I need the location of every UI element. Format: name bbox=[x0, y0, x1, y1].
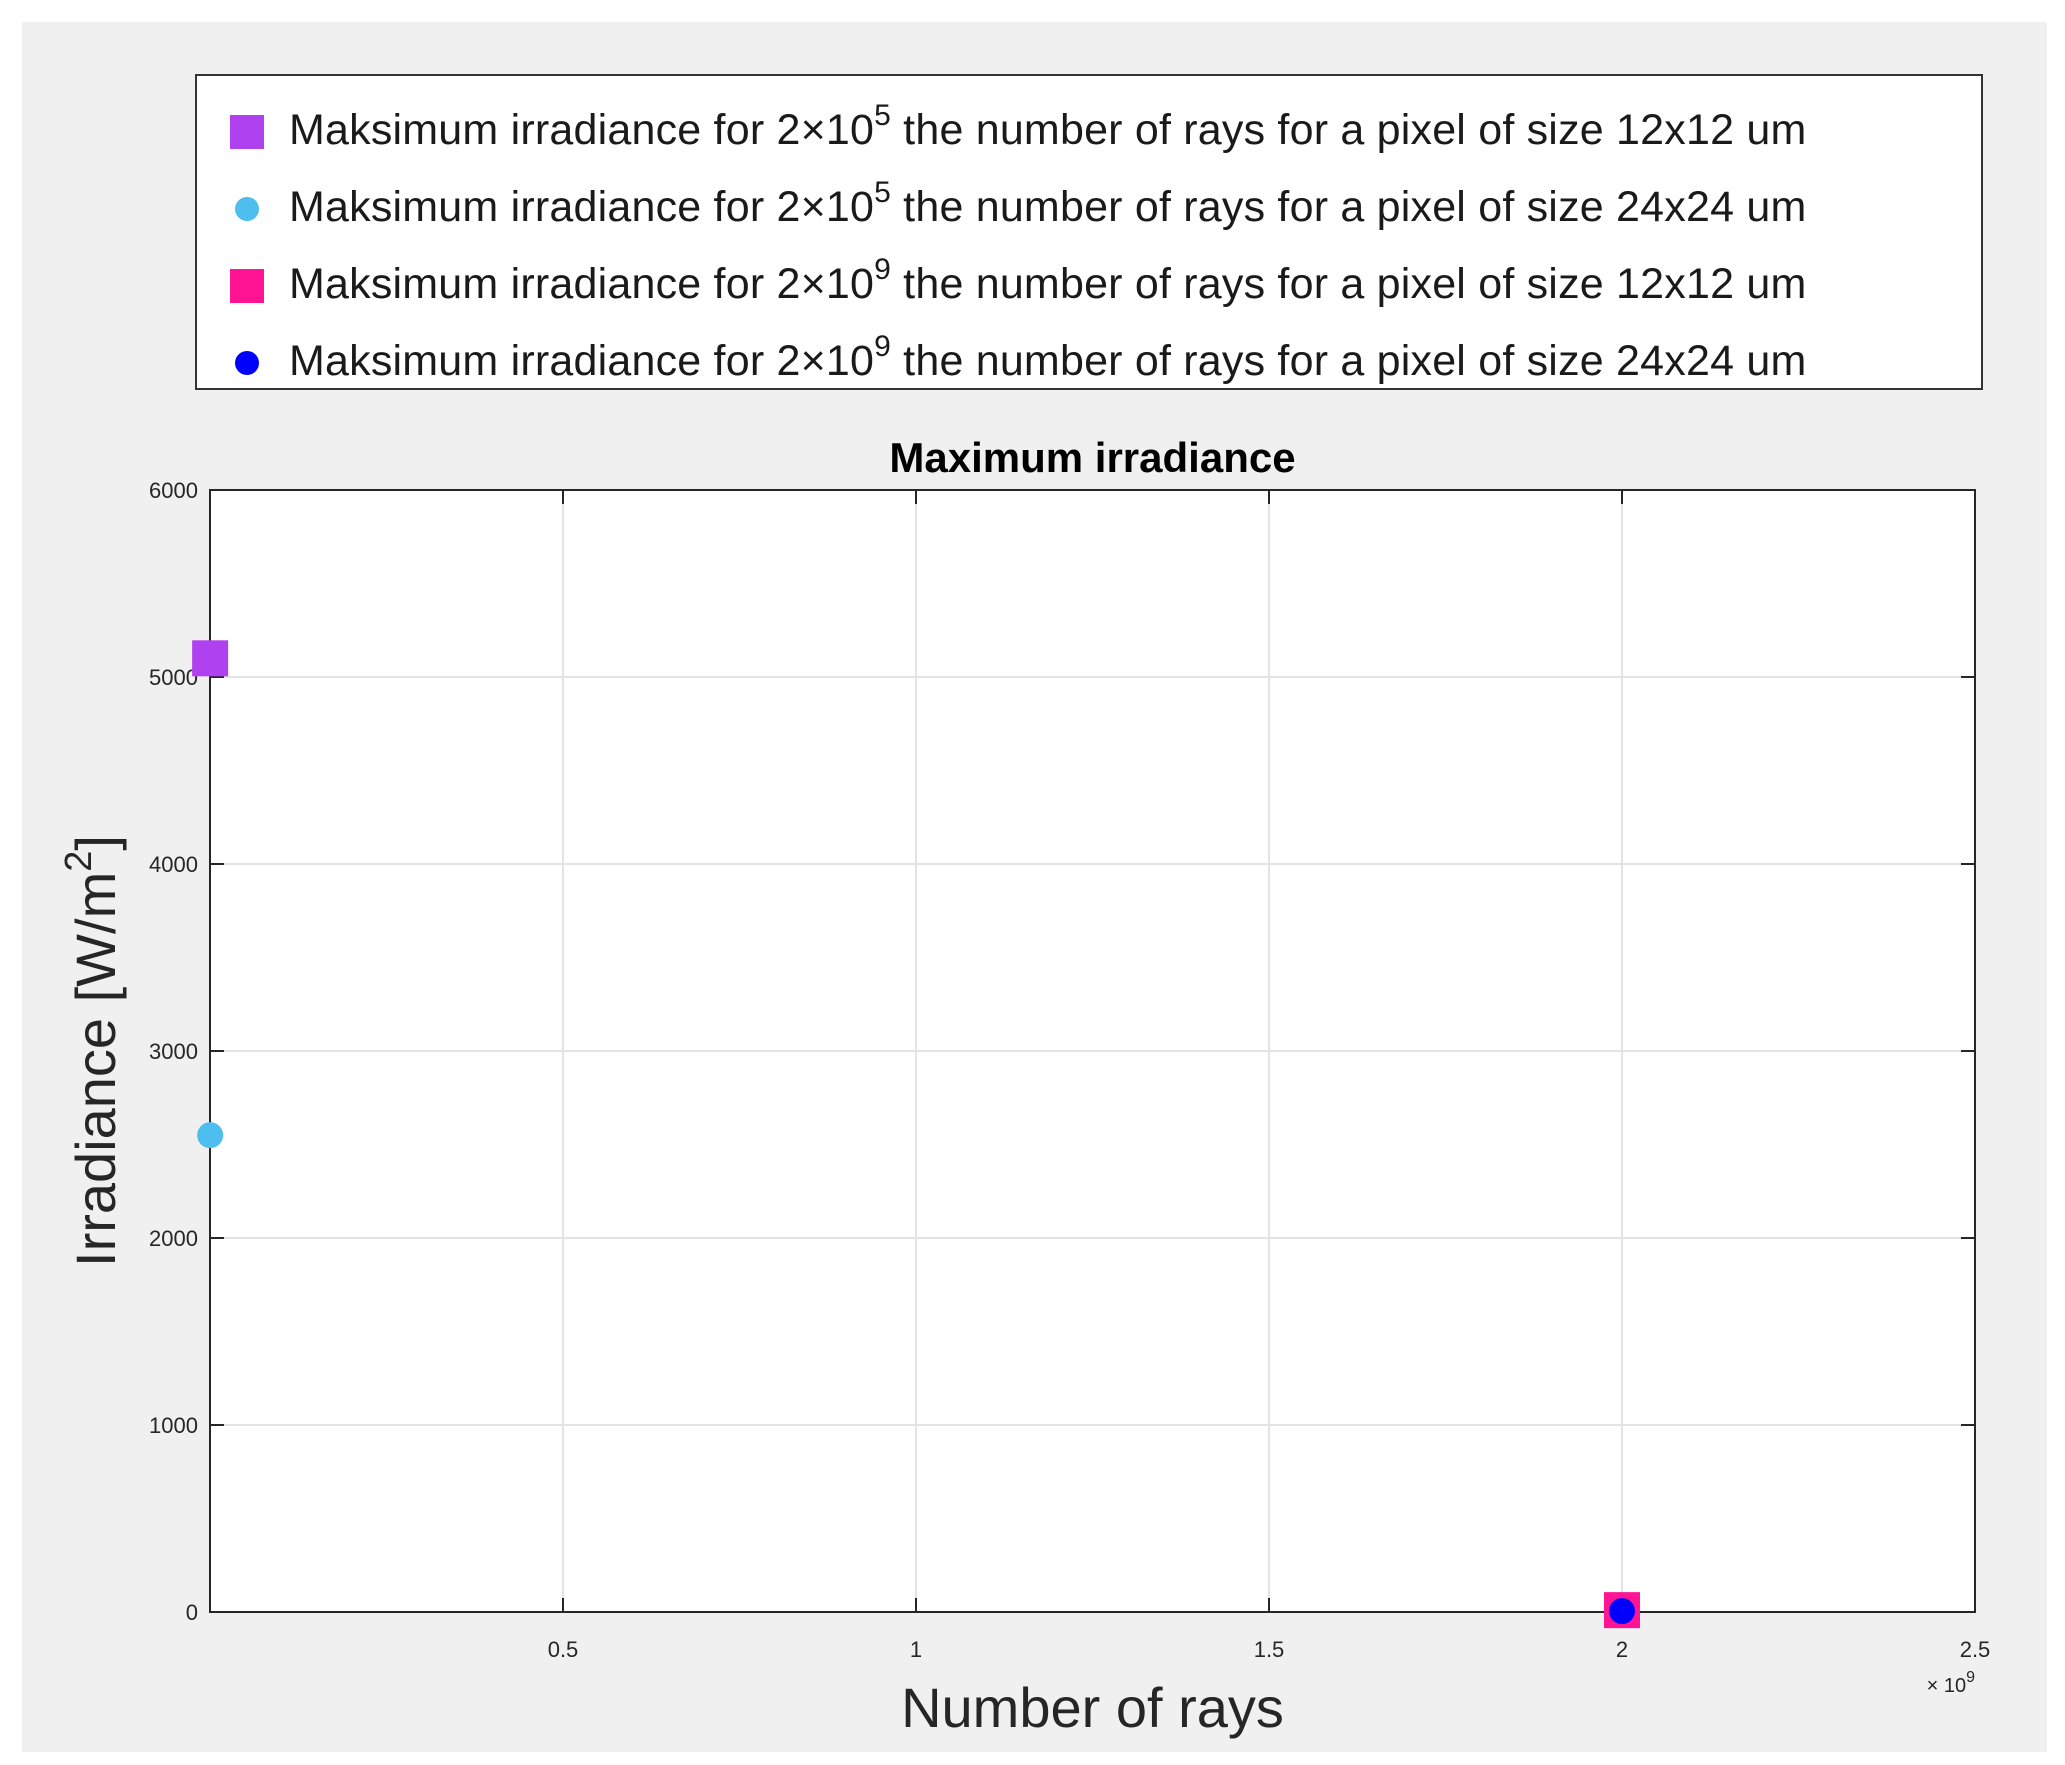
x-tick-label: 1 bbox=[910, 1637, 922, 1662]
legend-marker-circle-icon bbox=[235, 351, 259, 375]
data-point-series-1 bbox=[192, 640, 229, 677]
x-tick-label: 0.5 bbox=[548, 1637, 579, 1662]
y-tick-label: 0 bbox=[186, 1600, 198, 1625]
x-tick-label: 1.5 bbox=[1254, 1637, 1285, 1662]
y-tick-label: 1000 bbox=[149, 1413, 198, 1438]
x-axis-label: Number of rays bbox=[901, 1676, 1284, 1739]
y-axis-label: Irradiance [W/m2] bbox=[58, 835, 127, 1267]
legend-entry-4: Maksimum irradiance for 2×109 the number… bbox=[197, 325, 1981, 401]
legend-label: Maksimum irradiance for 2×109 the number… bbox=[289, 254, 1807, 309]
y-tick-label: 2000 bbox=[149, 1226, 198, 1251]
y-tick-label: 6000 bbox=[149, 478, 198, 503]
legend: Maksimum irradiance for 2×105 the number… bbox=[195, 74, 1983, 390]
x-axis-exponent: × 109 bbox=[1927, 1669, 1975, 1697]
x-exponent-power: 9 bbox=[1966, 1669, 1975, 1686]
legend-entry-1: Maksimum irradiance for 2×105 the number… bbox=[197, 94, 1981, 170]
data-point-series-4 bbox=[1609, 1598, 1635, 1625]
legend-marker-shape bbox=[235, 351, 259, 375]
y-axis-label-main: Irradiance [W/m bbox=[64, 872, 127, 1267]
legend-label: Maksimum irradiance for 2×105 the number… bbox=[289, 177, 1807, 232]
legend-marker-square-icon bbox=[230, 269, 264, 303]
legend-marker-circle-icon bbox=[235, 197, 259, 221]
legend-label-suffix: the number of rays for a pixel of size 2… bbox=[891, 337, 1807, 385]
y-axis-label-superscript: 2 bbox=[58, 851, 100, 872]
legend-marker-shape bbox=[230, 115, 264, 149]
y-axis-label-end: ] bbox=[64, 835, 127, 851]
legend-label-prefix: Maksimum irradiance for 2×10 bbox=[289, 260, 875, 308]
legend-label-prefix: Maksimum irradiance for 2×10 bbox=[289, 106, 875, 154]
y-tick-label: 5000 bbox=[149, 665, 198, 690]
legend-label-prefix: Maksimum irradiance for 2×10 bbox=[289, 337, 875, 385]
legend-entry-2: Maksimum irradiance for 2×105 the number… bbox=[197, 171, 1981, 247]
legend-label-suffix: the number of rays for a pixel of size 2… bbox=[891, 183, 1807, 231]
y-tick-label: 3000 bbox=[149, 1039, 198, 1064]
data-points bbox=[192, 640, 1640, 1629]
chart-title: Maximum irradiance bbox=[889, 434, 1295, 481]
legend-label-power: 5 bbox=[874, 175, 892, 209]
legend-label-power: 5 bbox=[874, 98, 892, 132]
legend-label-prefix: Maksimum irradiance for 2×10 bbox=[289, 183, 875, 231]
legend-label: Maksimum irradiance for 2×109 the number… bbox=[289, 331, 1807, 386]
x-tick-label: 2 bbox=[1616, 1637, 1628, 1662]
legend-label-suffix: the number of rays for a pixel of size 1… bbox=[891, 260, 1807, 308]
legend-entry-3: Maksimum irradiance for 2×109 the number… bbox=[197, 248, 1981, 324]
legend-marker-square-icon bbox=[230, 115, 264, 149]
legend-label: Maksimum irradiance for 2×105 the number… bbox=[289, 100, 1807, 155]
data-point-series-2 bbox=[197, 1122, 224, 1149]
legend-marker-shape bbox=[230, 269, 264, 303]
legend-label-suffix: the number of rays for a pixel of size 1… bbox=[891, 106, 1807, 154]
y-tick-label: 4000 bbox=[149, 852, 198, 877]
x-exponent-base: × 10 bbox=[1927, 1675, 1966, 1697]
x-tick-label: 2.5 bbox=[1960, 1637, 1991, 1662]
axis-ticks: 0.5 1 1.5 2 2.5 0 1000 2000 3000 4000 5000 6000 bbox=[149, 478, 1990, 1662]
legend-label-power: 9 bbox=[874, 329, 892, 363]
legend-label-power: 9 bbox=[874, 252, 892, 286]
legend-marker-shape bbox=[235, 197, 259, 221]
